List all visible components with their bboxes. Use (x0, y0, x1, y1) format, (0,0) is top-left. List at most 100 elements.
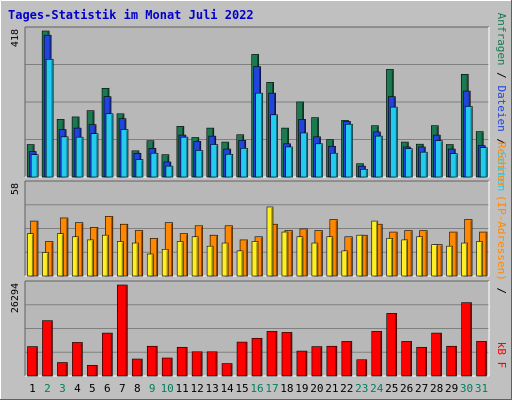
bar-besuche-day-14-shade (226, 244, 228, 276)
bar-seiten-day-19-body (300, 132, 308, 178)
bar-besuche-day-28-body (431, 244, 438, 277)
bar-besuche-day-19-shade (301, 237, 303, 276)
bar-kbf-day-20-shade (320, 347, 322, 376)
bar-seiten-day-18 (285, 146, 293, 178)
bar-kbf-day-3 (57, 362, 68, 377)
bar-besuche-day-4-shade (76, 237, 79, 276)
bar-kbf-day-30-body (461, 302, 472, 377)
bar-besuche-day-2-shade (46, 253, 49, 276)
bar-besuche-day-8-shade (136, 244, 138, 276)
bar-besuche-day-5 (87, 239, 94, 277)
bar-seiten-day-6-shade (111, 114, 113, 177)
bar-besuche-day-19-body (296, 236, 304, 277)
legend-rechner: Rechner (IP-Adressen) (495, 142, 508, 281)
bar-seiten-day-2 (45, 58, 54, 178)
bar-seiten-day-24-body (375, 135, 383, 178)
bar-rechner-day-8-shade (141, 231, 143, 276)
bar-kbf-day-22-body (341, 341, 353, 377)
bar-besuche-day-9-shade (151, 255, 153, 276)
bar-seiten-day-30-body (464, 106, 473, 178)
panel-1: 418 (10, 26, 490, 178)
bar-kbf-day-3-body (57, 362, 68, 377)
bar-kbf-day-17-shade (275, 332, 277, 376)
bar-kbf-day-27 (416, 346, 427, 377)
bar-kbf-day-2 (42, 320, 53, 377)
panel-2: 58 (10, 180, 490, 277)
bar-kbf-day-5-body (87, 364, 98, 377)
bar-seiten-day-6 (105, 113, 114, 178)
bar-kbf-day-20-body (311, 346, 323, 377)
bar-rechner-day-15-shade (245, 240, 248, 276)
bar-kbf-day-15-body (236, 341, 248, 377)
bar-rechner-day-25-shade (395, 233, 397, 276)
bar-seiten-day-27-body (420, 151, 428, 178)
bar-seiten-day-9-shade (156, 154, 158, 177)
bar-kbf-day-14-shade (230, 364, 232, 376)
x-tick-label-day-14: 14 (220, 382, 234, 395)
bar-seiten-day-23 (360, 169, 368, 178)
bar-kbf-day-11 (176, 346, 188, 377)
bar-besuche-day-13-body (206, 245, 214, 277)
x-tick-label-day-9: 9 (149, 382, 156, 395)
bar-besuche-day-11-shade (181, 242, 183, 276)
bar-besuche-day-12 (191, 236, 199, 277)
bar-seiten-day-26-shade (410, 149, 412, 177)
bar-seiten-day-8 (135, 159, 144, 178)
bar-seiten-day-9-body (150, 152, 159, 178)
bar-seiten-day-29-body (449, 153, 458, 178)
bar-kbf-day-14-body (221, 363, 233, 377)
bar-kbf-day-1-shade (35, 347, 38, 376)
bar-seiten-day-25-shade (395, 108, 398, 177)
bar-kbf-day-16-shade (260, 339, 262, 376)
bar-besuche-day-10-body (161, 249, 169, 277)
bar-kbf-day-18 (281, 332, 293, 377)
bar-kbf-day-19-body (296, 350, 308, 377)
bar-seiten-day-11-shade (186, 138, 188, 177)
bar-besuche-day-9-body (146, 253, 154, 277)
bar-seiten-day-30 (464, 106, 473, 178)
bar-besuche-day-7 (117, 241, 124, 277)
bar-rechner-day-14-shade (230, 226, 233, 276)
x-tick-label-day-7: 7 (119, 382, 126, 395)
bar-kbf-day-17 (266, 331, 278, 377)
bar-kbf-day-11-body (176, 346, 188, 377)
bar-besuche-day-25 (386, 238, 394, 277)
bar-besuche-day-16-body (251, 241, 259, 277)
bar-seiten-day-24-shade (380, 137, 383, 177)
bar-besuche-day-4-body (72, 236, 79, 277)
bar-seiten-day-16-body (255, 92, 264, 178)
x-tick-label-day-22: 22 (340, 382, 353, 395)
bar-besuche-day-29-shade (450, 247, 453, 276)
x-tick-label-day-23: 23 (355, 382, 368, 395)
bar-kbf-day-10 (161, 357, 173, 377)
bar-seiten-day-28-body (435, 140, 443, 178)
bar-rechner-day-24-shade (380, 225, 382, 276)
bar-besuche-day-23-body (356, 234, 364, 277)
bar-kbf-day-4-shade (80, 343, 83, 376)
bar-kbf-day-18-body (281, 332, 293, 377)
bar-seiten-day-27 (420, 151, 428, 178)
bar-seiten-day-29 (449, 153, 458, 178)
bar-seiten-day-20-body (315, 143, 323, 178)
bar-seiten-day-31-shade (485, 148, 487, 177)
bar-kbf-day-5 (87, 364, 98, 377)
bar-seiten-day-21-shade (335, 154, 338, 177)
bar-besuche-day-15-body (236, 250, 244, 277)
bar-seiten-day-14-shade (231, 155, 233, 177)
bar-besuche-day-6-shade (106, 236, 108, 276)
bar-besuche-day-26 (401, 239, 408, 277)
bar-kbf-day-7-body (117, 284, 128, 377)
bar-kbf-day-1 (27, 346, 38, 377)
bar-seiten-day-28-shade (440, 141, 442, 177)
bar-besuche-day-3 (57, 233, 64, 277)
bar-seiten-day-11-body (180, 136, 189, 178)
x-tick-label-day-11: 11 (176, 382, 189, 395)
panel-3-ymax-label: 26294 (10, 283, 21, 313)
bar-besuche-day-1-shade (31, 234, 34, 276)
bar-kbf-day-6-body (102, 332, 113, 377)
bar-besuche-day-7-shade (121, 242, 123, 276)
bar-besuche-day-2 (42, 252, 49, 277)
x-axis-day-labels: 1 2 3 4 5 6 7 8 9 10 11 12 13 14 15 16 17 18 19 20 21 22 23 24 2… (29, 382, 488, 395)
bar-rechner-day-11-shade (186, 234, 188, 276)
bar-kbf-day-12-shade (200, 352, 202, 376)
